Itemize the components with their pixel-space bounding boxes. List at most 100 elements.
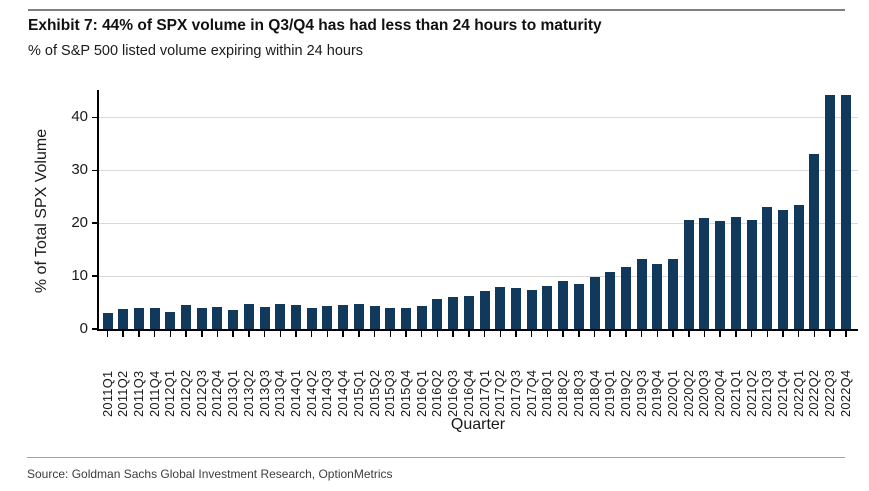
bar-chart: % of Total SPX Volume 0 10 20 30 40 2011Q1 20… — [33, 90, 858, 433]
x-tick-mark — [672, 331, 674, 337]
x-tick-mark — [530, 331, 533, 337]
bar — [605, 271, 616, 329]
x-tick-mark — [735, 331, 737, 337]
bar — [165, 312, 176, 329]
bar — [369, 306, 380, 329]
x-tick-label: 2021Q4 — [775, 369, 791, 417]
x-tick-label: 2011Q1 — [99, 370, 115, 417]
x-tick-label: 2013Q2 — [240, 369, 256, 417]
y-tick-mark — [92, 328, 98, 330]
x-tick-mark — [845, 331, 847, 337]
bar — [668, 258, 679, 329]
bar — [699, 217, 710, 329]
bar — [102, 313, 113, 329]
x-tick-label: 2012Q3 — [193, 369, 209, 417]
x-tick-mark — [593, 331, 596, 337]
x-tick-mark — [797, 331, 800, 337]
x-tick-label: 2011Q4 — [146, 370, 162, 417]
x-tick-mark — [389, 331, 392, 337]
x-tick-mark — [562, 331, 564, 337]
bar — [730, 217, 741, 329]
x-tick-mark — [436, 331, 439, 337]
bar — [196, 307, 207, 329]
bar — [243, 303, 254, 329]
y-tick-mark — [92, 275, 98, 277]
x-tick-mark — [483, 331, 486, 337]
chart-title: Exhibit 7: 44% of SPX volume in Q3/Q4 ha… — [28, 17, 602, 34]
x-tick-label: 2022Q1 — [790, 369, 806, 417]
bar — [510, 287, 521, 329]
bar — [353, 303, 364, 329]
x-tick-label: 2015Q1 — [350, 369, 366, 417]
x-tick-label: 2020Q2 — [680, 369, 696, 417]
x-axis-title: Quarter — [450, 416, 506, 433]
x-tick-label: 2013Q3 — [256, 369, 272, 417]
bar — [432, 298, 443, 329]
x-tick-mark — [358, 331, 360, 337]
y-tick-label: 10 — [71, 267, 88, 285]
x-tick-label: 2017Q4 — [523, 369, 539, 417]
x-tick-mark — [515, 331, 517, 337]
bar — [840, 94, 851, 329]
x-tick-mark — [609, 331, 611, 337]
y-tick-label: 30 — [71, 161, 88, 179]
x-tick-label: 2015Q4 — [397, 369, 413, 417]
bar — [259, 306, 270, 329]
y-axis-label: % of Total SPX Volume — [33, 128, 50, 294]
x-tick-mark — [640, 331, 643, 337]
bar — [448, 297, 459, 329]
bar — [149, 307, 160, 329]
bar — [275, 304, 286, 329]
bar — [228, 309, 239, 329]
x-tick-label: 2015Q3 — [382, 369, 398, 417]
bar — [479, 291, 490, 329]
x-tick-mark — [829, 331, 831, 337]
x-tick-mark — [138, 331, 140, 337]
x-tick-mark — [373, 331, 376, 337]
bar — [683, 220, 694, 329]
x-tick-mark — [295, 331, 297, 337]
x-tick-label: 2015Q2 — [366, 369, 382, 417]
x-tick-label: 2018Q1 — [539, 369, 555, 417]
bar — [558, 281, 569, 329]
bar — [306, 307, 317, 329]
x-tick-mark — [122, 331, 124, 337]
x-tick-mark — [688, 331, 690, 337]
top-divider — [28, 9, 845, 11]
bar — [762, 207, 773, 329]
x-tick-label: 2022Q4 — [837, 369, 853, 417]
bar — [181, 304, 192, 329]
x-tick-mark — [169, 331, 172, 337]
x-tick-mark — [578, 331, 580, 337]
x-tick-label: 2020Q4 — [712, 369, 728, 417]
y-tick-label: 40 — [71, 108, 88, 126]
x-tick-mark — [719, 331, 721, 337]
x-tick-mark — [499, 331, 501, 337]
x-tick-mark — [106, 331, 109, 337]
x-tick-mark — [703, 331, 706, 337]
x-tick-label: 2011Q2 — [115, 370, 131, 417]
bar — [715, 221, 726, 329]
x-tick-label: 2012Q1 — [162, 369, 178, 417]
x-tick-mark — [782, 331, 784, 337]
x-tick-label: 2016Q3 — [445, 369, 461, 417]
y-tick-label: 20 — [71, 214, 88, 232]
bar — [636, 259, 647, 329]
x-tick-mark — [201, 331, 203, 337]
bar — [385, 307, 396, 329]
x-tick-label: 2021Q3 — [759, 369, 775, 417]
x-tick-mark — [468, 331, 470, 337]
source-note: Source: Goldman Sachs Global Investment … — [27, 467, 393, 481]
bottom-divider — [27, 457, 845, 458]
y-tick-mark — [92, 222, 98, 224]
x-tick-label: 2017Q1 — [476, 369, 492, 417]
x-tick-mark — [185, 331, 187, 337]
x-tick-mark — [625, 331, 627, 337]
x-tick-mark — [326, 331, 329, 337]
y-tick-mark — [92, 116, 98, 119]
x-tick-label: 2019Q4 — [649, 369, 665, 417]
y-tick-label: 0 — [79, 320, 88, 337]
x-tick-mark — [153, 331, 156, 337]
x-tick-label: 2017Q3 — [507, 369, 523, 417]
